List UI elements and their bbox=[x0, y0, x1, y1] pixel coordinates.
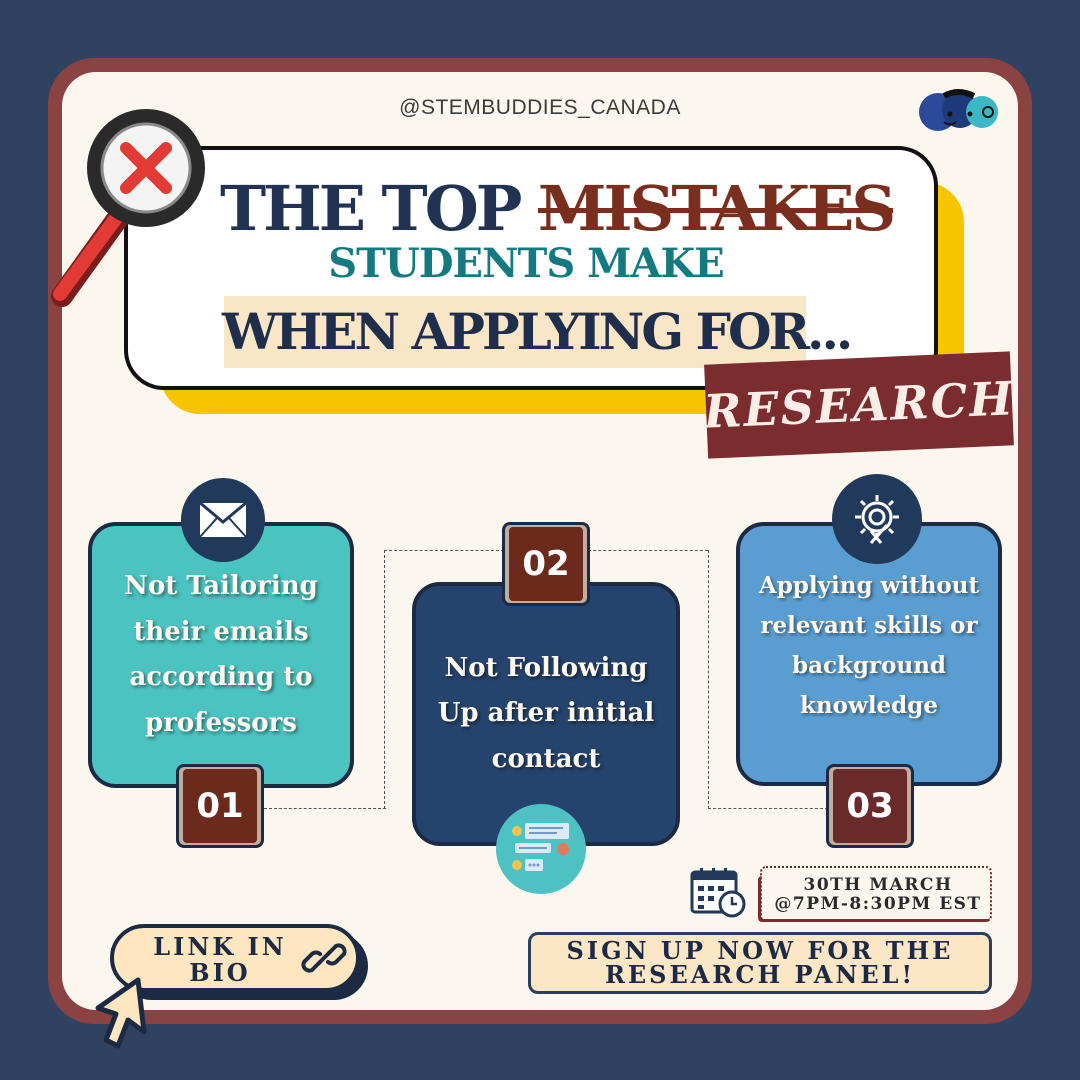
step-3-text: Applying without relevant skills or back… bbox=[758, 571, 980, 720]
link-in-bio-label: LINK IN BIO bbox=[153, 932, 287, 987]
title-line-1: THE TOP MISTAKES bbox=[220, 172, 896, 245]
step-card-2: Not Following Up after initial contact bbox=[412, 582, 680, 846]
connector-4 bbox=[588, 550, 708, 551]
chain-link-icon bbox=[301, 943, 347, 973]
title-line-3-highlight bbox=[224, 296, 806, 368]
title-line-3: WHEN APPLYING FOR... bbox=[222, 302, 853, 361]
link-in-bio-button[interactable] bbox=[110, 924, 360, 992]
step-card-1: Not Tailoring their emails according to … bbox=[88, 522, 354, 788]
connector-1 bbox=[264, 808, 386, 809]
strikethrough-word: MISTAKES bbox=[537, 172, 896, 245]
step-1-text: Not Tailoring their emails according to … bbox=[124, 571, 318, 738]
stembuddies-logo-icon bbox=[919, 89, 998, 131]
step-2-text: Not Following Up after initial contact bbox=[437, 652, 655, 774]
event-date: 30TH MARCH @7PM-8:30PM EST bbox=[774, 875, 982, 914]
cursor-pointer-icon bbox=[95, 977, 147, 1049]
step-number-1: 01 bbox=[176, 764, 264, 848]
chat-icon bbox=[496, 804, 586, 894]
envelope-icon bbox=[181, 478, 265, 562]
signup-banner[interactable]: SIGN UP NOW FOR THE RESEARCH PANEL! bbox=[528, 932, 992, 994]
connector-5 bbox=[708, 550, 709, 809]
magnifier-x-icon bbox=[51, 109, 205, 307]
date-box-accent bbox=[758, 876, 990, 922]
connector-6 bbox=[708, 808, 828, 809]
title-line-2: STUDENTS MAKE bbox=[328, 240, 724, 287]
step-number-3: 03 bbox=[826, 764, 914, 848]
social-handle: @STEMBUDDIES_CANADA bbox=[399, 96, 681, 119]
research-tag: RESEARCH bbox=[702, 351, 1016, 459]
step-card-3: Applying without relevant skills or back… bbox=[736, 522, 1002, 786]
signup-label: SIGN UP NOW FOR THE RESEARCH PANEL! bbox=[566, 936, 954, 989]
connector-3 bbox=[384, 550, 504, 551]
calendar-clock-icon bbox=[690, 868, 746, 918]
step-number-2: 02 bbox=[502, 522, 590, 606]
connector-2 bbox=[384, 550, 385, 809]
gear-icon bbox=[832, 474, 922, 564]
research-tag-text: RESEARCH bbox=[702, 371, 1016, 439]
